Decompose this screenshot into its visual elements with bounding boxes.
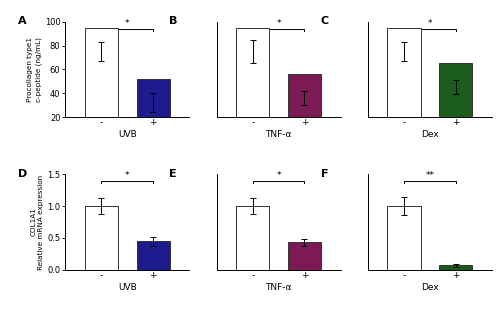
Text: C: C (320, 16, 328, 26)
Text: B: B (169, 16, 177, 26)
Text: F: F (320, 169, 328, 179)
Bar (438, 64, 471, 117)
Y-axis label: COL1A1
Relative mRNA expression: COL1A1 Relative mRNA expression (31, 175, 45, 270)
Text: *: * (125, 20, 129, 29)
Text: *: * (276, 20, 280, 29)
X-axis label: TNF-α: TNF-α (265, 283, 291, 292)
Text: *: * (125, 171, 129, 180)
Bar (387, 28, 420, 117)
X-axis label: Dex: Dex (420, 130, 438, 139)
Bar (85, 28, 118, 117)
Bar (438, 265, 471, 270)
Text: **: ** (424, 171, 433, 180)
X-axis label: Dex: Dex (420, 283, 438, 292)
Bar (287, 74, 321, 117)
Bar (235, 28, 269, 117)
Bar (136, 241, 169, 270)
Text: *: * (276, 171, 280, 180)
Bar (85, 206, 118, 270)
X-axis label: UVB: UVB (118, 130, 136, 139)
Text: D: D (18, 169, 28, 179)
Bar (136, 79, 169, 117)
Text: A: A (18, 16, 27, 26)
Bar (387, 206, 420, 270)
Y-axis label: Procollagen type1
c-peptide (ng/mL): Procollagen type1 c-peptide (ng/mL) (28, 37, 42, 102)
Text: *: * (427, 20, 431, 29)
Text: E: E (169, 169, 177, 179)
Bar (235, 206, 269, 270)
Bar (287, 242, 321, 270)
X-axis label: TNF-α: TNF-α (265, 130, 291, 139)
X-axis label: UVB: UVB (118, 283, 136, 292)
